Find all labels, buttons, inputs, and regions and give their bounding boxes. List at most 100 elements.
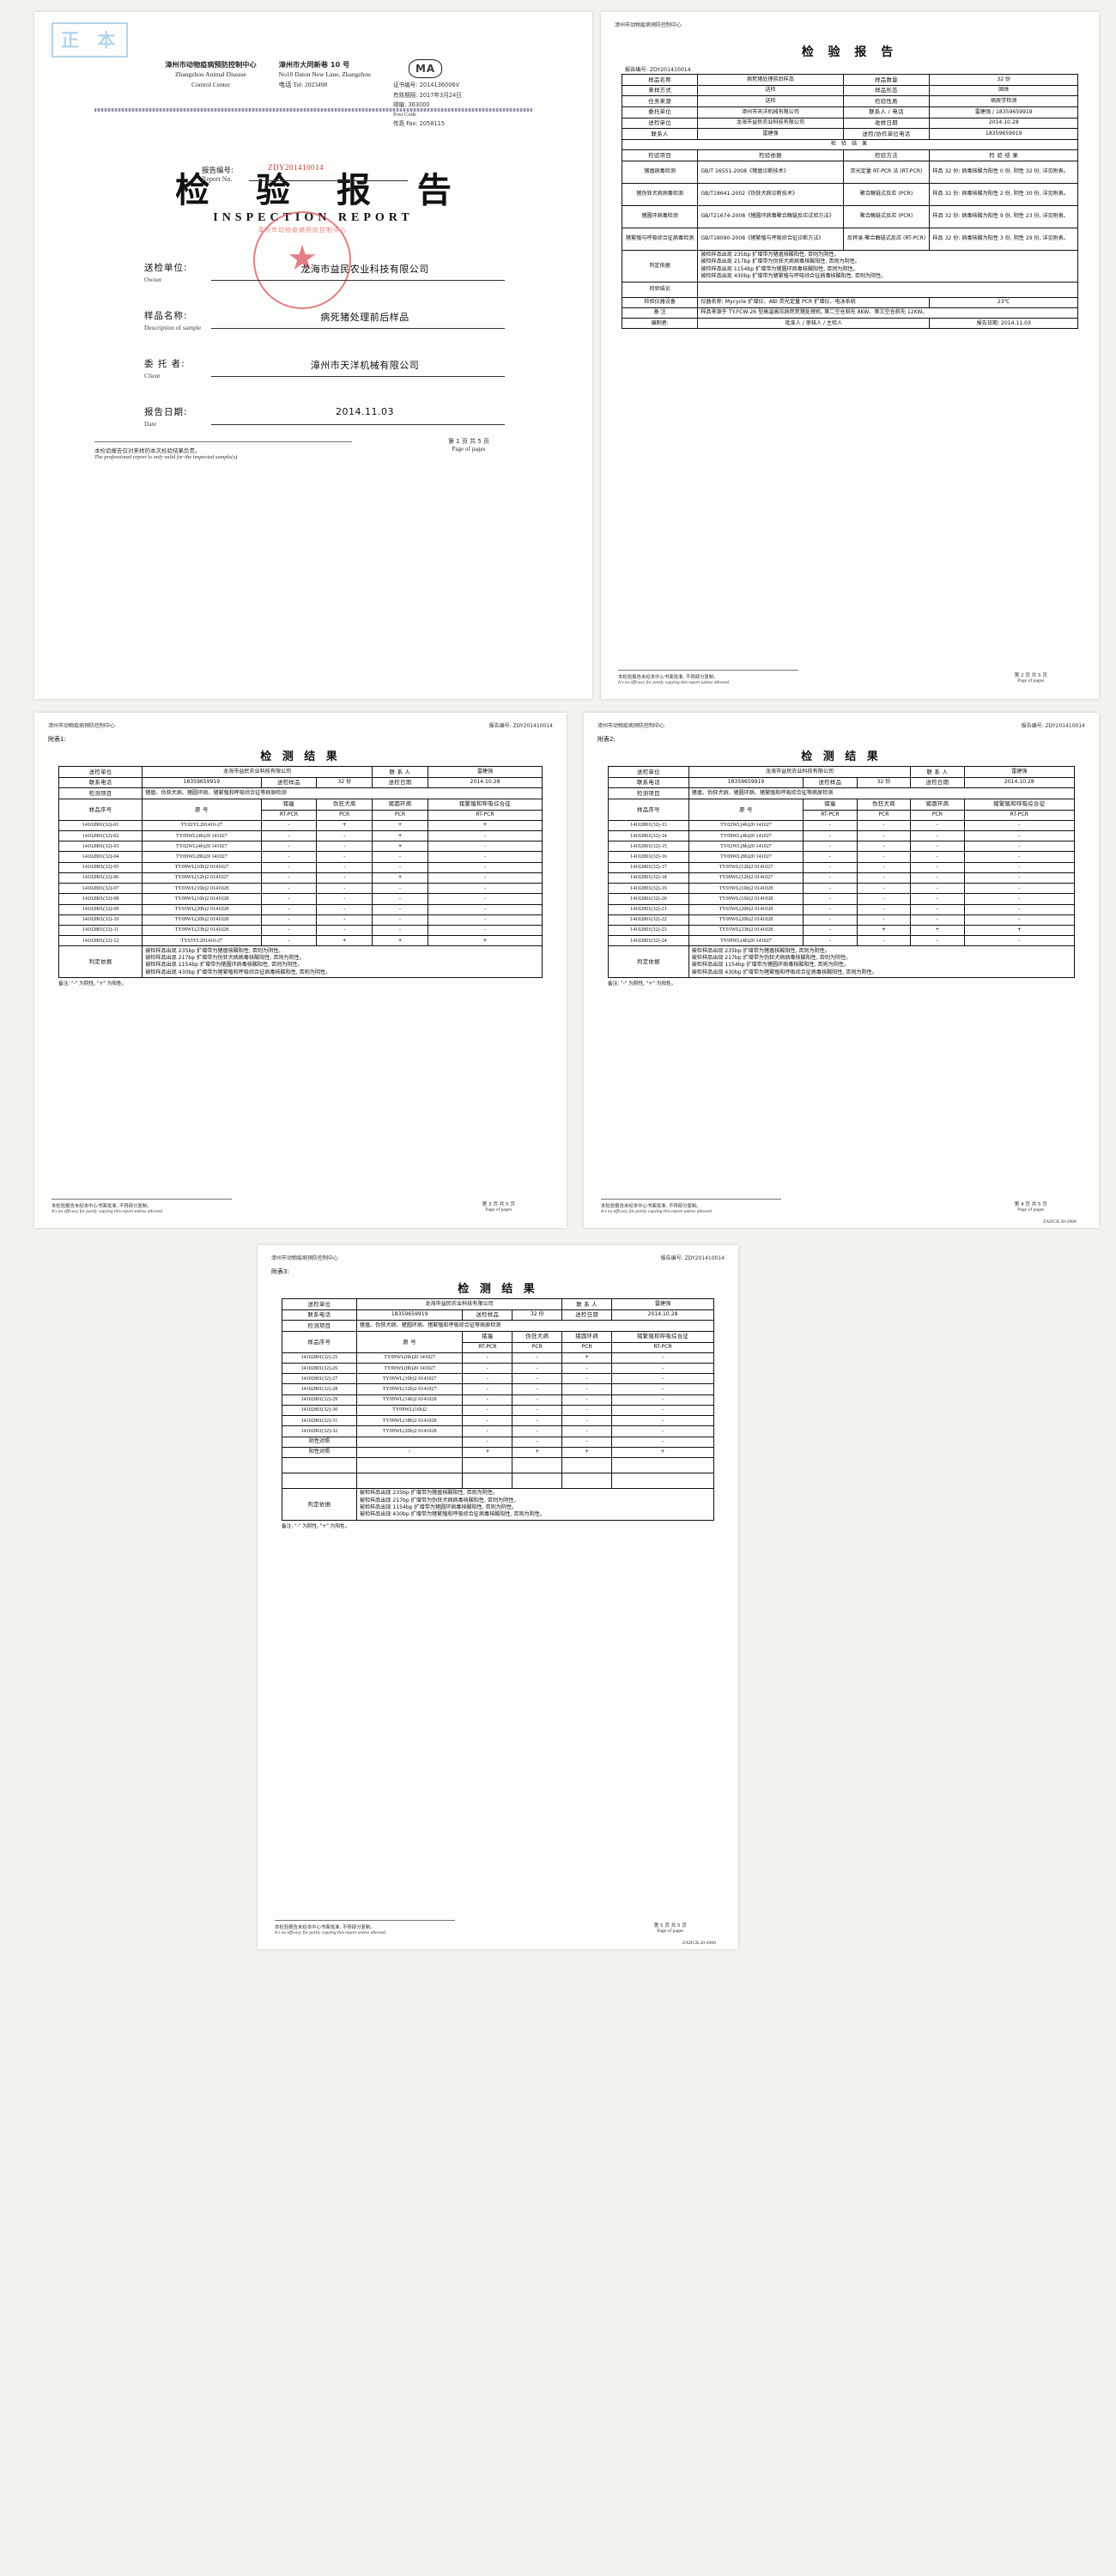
page2-page-number: 第 2 页 共 5 页 Page of pages bbox=[1015, 671, 1047, 683]
attachment3-header: 漳州市动物疫病预防控制中心 报告编号: ZDY201410014 bbox=[271, 1254, 725, 1261]
cell-method: 反转录-聚合酶链式反应 (RT-PCR) bbox=[842, 227, 931, 251]
cell-sample-id: 14102801(32)-11 bbox=[58, 924, 143, 937]
cell-report-date: 报告日期: 2014.11.03 bbox=[929, 318, 1078, 330]
phone-label: 联系电话 bbox=[608, 776, 689, 789]
table-row: 送检单位 龙海市益民农业科技有限公司 联 系 人 雷建强 bbox=[282, 1298, 714, 1310]
sub-method-b: PCR bbox=[316, 809, 373, 821]
cell-item: 猪瘟病毒检测 bbox=[621, 160, 699, 184]
page-number-zh: 第 2 页 共 5 页 bbox=[1014, 673, 1047, 678]
cell-origin: TY09WL(16b)2 bbox=[355, 1404, 464, 1417]
col-pseudorabies: 伪狂犬病 bbox=[316, 798, 373, 811]
cell-a: - bbox=[803, 841, 858, 853]
table-header-row: RT-PCR PCR PCR RT-PCR bbox=[282, 1341, 714, 1353]
field-client-underline bbox=[211, 376, 505, 377]
cell-a: - bbox=[462, 1352, 513, 1364]
cell-c: - bbox=[561, 1404, 613, 1417]
cell-d: - bbox=[427, 829, 543, 842]
col-swine-fever: 猪瘟 bbox=[260, 798, 318, 811]
table-row: 检测项目 猪瘟、伪狂犬病、猪圆环病、猪繁殖和呼吸综合征等病原检测 bbox=[608, 787, 1076, 799]
cell-d: + bbox=[427, 935, 543, 947]
attachment1-table: 送检单位 龙海市益民农业科技有限公司 联 系 人 雷建强 联系电话 183596… bbox=[58, 766, 543, 979]
cell-label: 样品形态 bbox=[842, 84, 931, 97]
cell-origin: TY02WL(8b)20 141027 bbox=[688, 841, 804, 853]
certificate-validity: 有效期限: 2017年3月24日 bbox=[392, 91, 462, 99]
cell-d: - bbox=[427, 893, 543, 905]
cell-d: - bbox=[963, 851, 1076, 863]
cell-origin: TY03WL(20b)2 0141028 bbox=[142, 903, 262, 915]
cell-d: - bbox=[963, 872, 1076, 884]
cell-method: 聚合酶链式反应 (PCR) bbox=[842, 204, 931, 228]
cell-label: 任务来源 bbox=[621, 95, 699, 107]
table-row: 14102801(32)-04 TY09WL(8b)20 141027- - - - bbox=[58, 851, 543, 863]
page-number-zh: 第 5 页 共 5 页 bbox=[653, 1923, 687, 1929]
field-owner-underline bbox=[211, 280, 505, 281]
sub-method-b: PCR bbox=[512, 1341, 563, 1353]
post-code-zh: 邮编: 363000 bbox=[392, 100, 430, 108]
phone-value: 18359659919 bbox=[688, 776, 804, 789]
cell-verdict-label: 判定依据 bbox=[621, 249, 699, 283]
attachment1-footer: 本检验报告未经本中心书面批准, 不得部分复制。 It's no efficacy… bbox=[52, 1199, 232, 1214]
table-row: 猪伪狂犬病病毒检测 GB/T18641-2002《伪狂犬病诊断技术》 聚合酶链式… bbox=[621, 182, 1078, 206]
cell-a: - bbox=[260, 914, 318, 926]
cell-origin: TY09WL(12b)2 0141027 bbox=[142, 872, 262, 884]
cell-basis: GB/T21674-2008《猪圆环病毒聚合酶链反应试验方法》 bbox=[697, 204, 844, 228]
table-row: 猪圆环病毒检测 GB/T21674-2008《猪圆环病毒聚合酶链反应试验方法》 … bbox=[621, 204, 1078, 228]
attachment2-remark: 备注: "-" 为阴性, "+" 为阳性。 bbox=[608, 981, 676, 987]
cell-value: 送检 bbox=[697, 84, 844, 97]
attachment3-table: 送检单位 龙海市益民农业科技有限公司 联 系 人 雷建强 联系电话 183596… bbox=[282, 1298, 715, 1521]
cell-signoff: 批准人 / 审核人 / 主检人 bbox=[697, 318, 931, 330]
cell-a: - bbox=[260, 861, 318, 873]
cell-a: - bbox=[260, 883, 318, 895]
cell-d: - bbox=[963, 819, 1076, 832]
attachment3-footer: 本检验报告未经本中心书面批准, 不得部分复制。 It's no efficacy… bbox=[275, 1920, 455, 1935]
table-row: 14102801(32)-03 TY02WL(4b)20 141027- - + - bbox=[58, 841, 543, 853]
table-row: 14102801(32)-09 TY03WL(20b)2 0141028- - - - bbox=[58, 903, 543, 915]
letterhead: 漳州市动物疫病预防控制中心 Zhangzhou Animal Disease C… bbox=[34, 59, 592, 129]
cell-sample-id: 14102801(32)-22 bbox=[608, 914, 689, 926]
cell-sample-id: 14102801(32)-20 bbox=[608, 893, 689, 905]
cell-b: + bbox=[316, 935, 373, 947]
cell-c: - bbox=[910, 903, 965, 915]
cell-b: - bbox=[316, 861, 373, 873]
page-number-zh: 第 3 页 共 5 页 bbox=[482, 1202, 515, 1207]
cell-blank bbox=[512, 1456, 563, 1473]
original-copy-stamp: 正 本 bbox=[52, 22, 129, 58]
cell-blank bbox=[462, 1472, 513, 1489]
cell-c: - bbox=[372, 851, 428, 863]
cell-a: - bbox=[803, 819, 858, 832]
cell-blank bbox=[611, 1456, 714, 1473]
unit-label: 送检单位 bbox=[608, 766, 689, 778]
cell-b: - bbox=[316, 829, 373, 842]
cell-a: - bbox=[462, 1415, 513, 1427]
table-row: 14102801(32)-26 TY09WL(8b)20 141027- - - - bbox=[282, 1362, 714, 1375]
table-row bbox=[282, 1456, 714, 1473]
page-number-zh: 第 4 页 共 5 页 bbox=[1014, 1202, 1047, 1207]
table-row: 14102801(32)-24 TY09WL(4b)20 141027- - - - bbox=[608, 935, 1076, 947]
cell-b: - bbox=[856, 819, 912, 832]
cell-origin: TY03WL(16b)2 0141028 bbox=[142, 883, 262, 895]
cell-origin: TY09WL(10b)2 0141027 bbox=[355, 1373, 464, 1385]
cell-d: - bbox=[427, 851, 543, 863]
cell-c: - bbox=[561, 1373, 613, 1385]
table-row: 14102801(32)-27 TY09WL(10b)2 0141027- - - - bbox=[282, 1373, 714, 1385]
attachment2-title: 检 测 结 果 bbox=[801, 750, 882, 763]
attachment1-remark: 备注: "-" 为阴性, "+" 为阳性。 bbox=[58, 981, 127, 987]
cell-c: - bbox=[910, 841, 965, 853]
table-row: 14102801(32)-11 TY09WL(23b)2 0141028- - - - bbox=[58, 924, 543, 937]
cell-result: 样品 32 份: 病毒核酸为阳性 2 份, 阴性 30 份, 详见附表。 bbox=[929, 182, 1078, 206]
cell-origin: TY09WL(23b)2 0141028 bbox=[142, 924, 262, 937]
table-row: 阴性对照 - - - - bbox=[282, 1436, 714, 1448]
cell-blank bbox=[355, 1472, 464, 1489]
table-row: 14102801(32)-20 TY09WL(16b)2 0141028- - - - bbox=[608, 893, 1076, 905]
cell-a: - bbox=[462, 1373, 513, 1385]
cell-a: - bbox=[260, 872, 318, 884]
table-row bbox=[282, 1472, 714, 1489]
cell-d: - bbox=[427, 841, 543, 853]
phone-value: 18359659919 bbox=[355, 1309, 464, 1321]
cell-label: 联系人 / 电话 bbox=[842, 106, 931, 118]
cell-sample-id: 14102801(32)-06 bbox=[58, 872, 143, 884]
cell-conclusion-label: 检验结论 bbox=[621, 281, 699, 298]
cell-method: 聚合酶链式反应 (PCR) bbox=[842, 182, 931, 206]
cell-c: - bbox=[561, 1383, 613, 1395]
att3-org: 漳州市动物疫病预防控制中心 bbox=[271, 1255, 339, 1261]
